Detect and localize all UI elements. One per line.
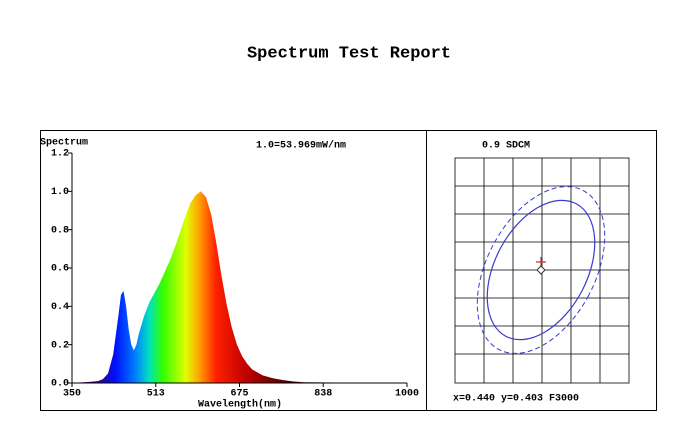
ellipse-inner <box>486 199 596 341</box>
spectrum-area <box>72 191 407 383</box>
x-tick-label: 1000 <box>395 389 419 400</box>
x-tick-label: 675 <box>230 389 248 400</box>
x-axis-label: Wavelength(nm) <box>198 399 282 411</box>
measured-point <box>536 265 546 275</box>
y-tick-label: 0.0 <box>51 379 69 390</box>
annotation: 1.0=53.969mW/nm <box>256 140 346 152</box>
x-tick-label: 350 <box>63 389 81 400</box>
sdcm-panel: 0.9 SDCM x=0.440 y=0.403 F3000 <box>453 141 630 405</box>
frame <box>40 130 657 411</box>
sdcm-footer: x=0.440 y=0.403 F3000 <box>453 394 579 405</box>
report-title: Spectrum Test Report <box>247 44 451 63</box>
sdcm-title: 0.9 SDCM <box>482 141 530 152</box>
y-tick-label: 0.8 <box>51 225 69 236</box>
x-tick-label: 838 <box>314 389 332 400</box>
y-tick-label: 0.2 <box>51 340 69 351</box>
x-tick-label: 513 <box>147 389 165 400</box>
y-tick-label: 0.6 <box>51 264 69 275</box>
y-tick-label: 0.4 <box>51 302 69 313</box>
y-tick-label: 1.2 <box>51 149 69 160</box>
ellipse-outer <box>476 186 606 354</box>
y-tick-label: 1.0 <box>51 187 69 198</box>
y-axis-label: Spectrum <box>40 138 88 149</box>
